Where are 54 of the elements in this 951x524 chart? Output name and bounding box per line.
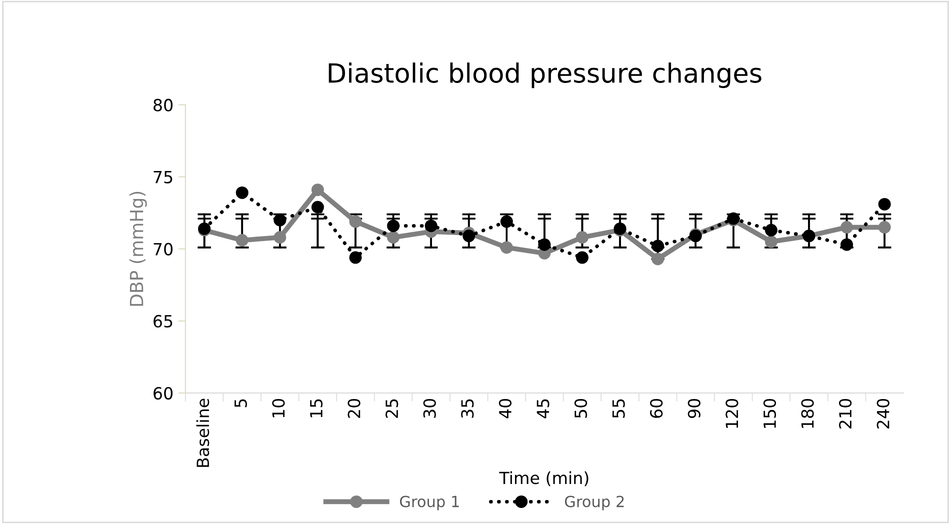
x-tick-label: 60: [650, 398, 663, 418]
legend-label: Group 2: [564, 496, 624, 510]
point: [311, 200, 324, 214]
y-tick-label: 65: [154, 314, 172, 328]
point: [576, 251, 588, 264]
x-tick-label: 150: [763, 398, 776, 428]
y-axis-title: DBP (mmHg): [129, 192, 147, 306]
x-tick-label: 20: [348, 398, 360, 418]
point: [878, 198, 891, 210]
y-tick-label: 70: [154, 242, 173, 256]
point: [274, 231, 286, 244]
point: [424, 220, 438, 232]
x-tick-label: 30: [423, 398, 436, 418]
point: [764, 224, 778, 236]
y-tick-label: 60: [154, 386, 173, 400]
x-tick-label: 120: [726, 398, 738, 428]
point: [764, 235, 778, 248]
point: [236, 234, 248, 247]
y-tick-label: 80: [154, 98, 173, 112]
x-tick-label: 5: [234, 399, 247, 408]
x-tick-label: Baseline: [196, 398, 210, 467]
point: [387, 231, 400, 244]
legend-label: Group 1: [400, 496, 459, 510]
x-tick-label: 35: [461, 399, 474, 418]
point: [236, 186, 248, 199]
point: [387, 220, 400, 232]
x-tick-label: 45: [536, 399, 550, 418]
x-tick-label: 50: [574, 398, 588, 418]
point: [349, 251, 362, 264]
x-axis-title: Time (min): [499, 471, 588, 486]
point: [840, 238, 854, 251]
x-tick-label: 55: [612, 399, 625, 418]
x-tick-label: 25: [386, 399, 398, 418]
point: [878, 221, 891, 234]
x-tick-label: 10: [272, 398, 285, 418]
x-tick-label: 15: [310, 399, 323, 418]
point: [349, 215, 362, 228]
point: [500, 215, 513, 228]
x-tick-label: 90: [688, 398, 700, 418]
point: [462, 230, 476, 242]
point: [538, 238, 551, 251]
point: [274, 214, 286, 226]
x-tick-label: 180: [801, 398, 814, 428]
y-tick-label: 75: [154, 171, 172, 184]
point: [652, 240, 664, 252]
x-tick-label: 240: [876, 398, 890, 428]
chart-title: Diastolic blood pressure changes: [328, 62, 762, 88]
x-tick-label: 40: [498, 398, 512, 418]
point: [652, 252, 664, 266]
point: [500, 241, 513, 254]
point: [311, 184, 324, 196]
x-tick-label: 210: [838, 398, 852, 428]
point: [576, 231, 588, 244]
point: [840, 221, 854, 234]
